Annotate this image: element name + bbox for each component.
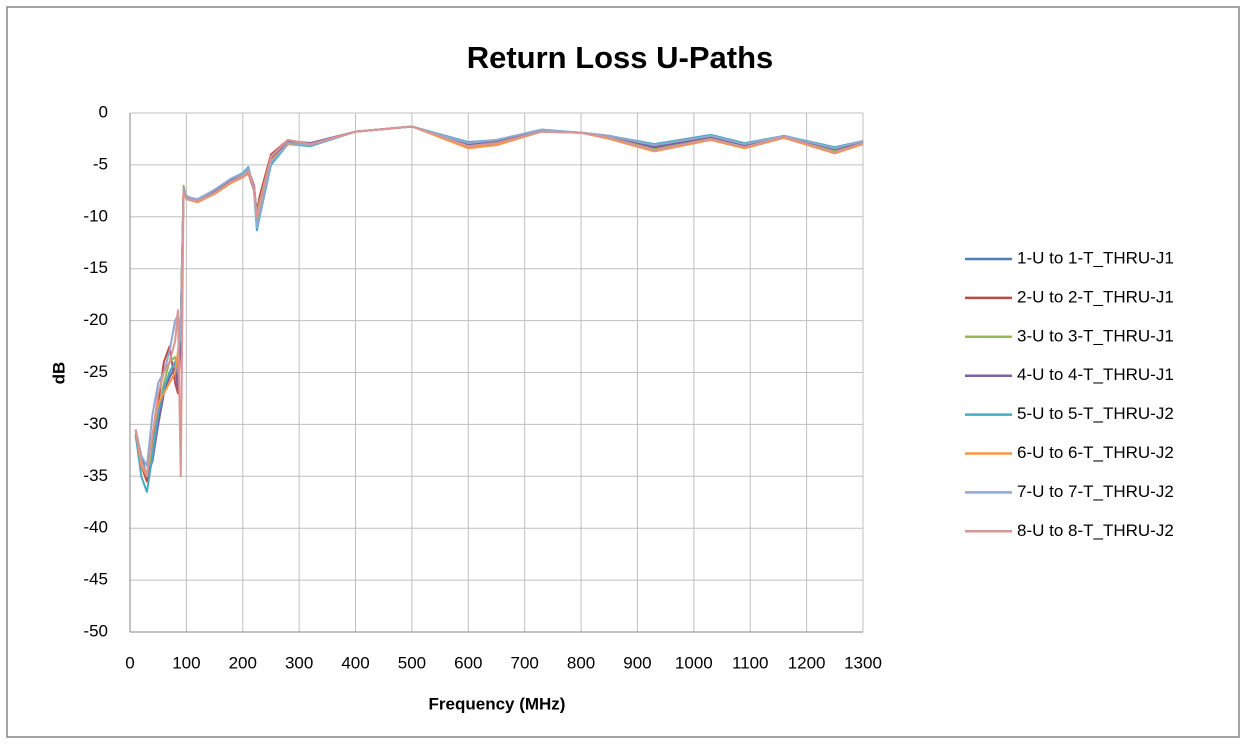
- y-tick-label: -35: [83, 466, 108, 485]
- x-tick-label: 600: [454, 653, 482, 672]
- y-tick-label: -50: [83, 621, 108, 640]
- x-tick-label: 100: [172, 653, 200, 672]
- legend-label: 8-U to 8-T_THRU-J2: [1017, 521, 1174, 540]
- y-tick-label: 0: [99, 102, 108, 121]
- x-tick-label: 1000: [675, 653, 713, 672]
- x-tick-label: 400: [341, 653, 369, 672]
- y-tick-label: -45: [83, 570, 108, 589]
- x-tick-label: 1100: [732, 653, 769, 672]
- y-tick-label: -5: [93, 154, 108, 173]
- legend-label: 3-U to 3-T_THRU-J1: [1017, 326, 1174, 345]
- x-tick-label: 500: [398, 653, 426, 672]
- series-line: [134, 125, 864, 478]
- x-tick-label: 300: [285, 653, 313, 672]
- x-tick-label: 200: [229, 653, 257, 672]
- legend-label: 5-U to 5-T_THRU-J2: [1017, 404, 1174, 423]
- x-tick-label: 800: [567, 653, 595, 672]
- legend-label: 1-U to 1-T_THRU-J1: [1017, 248, 1174, 267]
- chart-title: Return Loss U-Paths: [467, 40, 774, 75]
- x-tick-label: 1200: [788, 653, 826, 672]
- x-tick-label: 1300: [844, 653, 882, 672]
- x-tick-label: 700: [511, 653, 539, 672]
- y-tick-label: -15: [83, 258, 108, 277]
- x-axis-label: Frequency (MHz): [429, 694, 566, 713]
- y-tick-label: -25: [83, 362, 108, 381]
- legend-label: 6-U to 6-T_THRU-J2: [1017, 443, 1174, 462]
- legend-label: 2-U to 2-T_THRU-J1: [1017, 287, 1174, 306]
- y-tick-label: -40: [83, 518, 108, 537]
- legend-label: 7-U to 7-T_THRU-J2: [1017, 482, 1174, 501]
- y-tick-label: -20: [83, 310, 108, 329]
- x-tick-label: 900: [623, 653, 651, 672]
- legend-label: 4-U to 4-T_THRU-J1: [1017, 365, 1174, 384]
- y-tick-label: -30: [83, 414, 108, 433]
- y-axis-label: dB: [49, 362, 68, 385]
- x-tick-label: 0: [125, 653, 134, 672]
- y-tick-label: -10: [83, 206, 108, 225]
